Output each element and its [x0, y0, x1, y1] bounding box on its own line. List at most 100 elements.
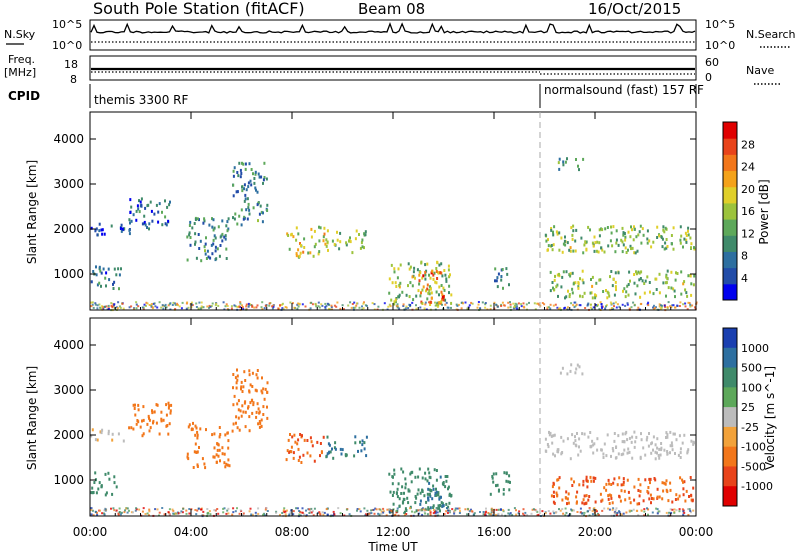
velocity-cell: [240, 385, 243, 389]
velocity-colorbar-swatch: [723, 466, 737, 487]
velocity-ground-scatter-cell: [248, 510, 251, 513]
velocity-cell: [650, 442, 653, 446]
power-cell: [191, 226, 194, 230]
power-cell: [299, 242, 301, 245]
power-colorbar-swatch: [723, 138, 737, 155]
power-cell: [254, 172, 257, 176]
velocity-cell: [404, 507, 407, 511]
velocity-cell: [255, 415, 258, 419]
power-cell: [123, 227, 126, 231]
power-ground-scatter-cell: [534, 308, 537, 311]
power-cell: [161, 223, 164, 227]
power-cell: [257, 219, 259, 223]
power-cell: [219, 235, 222, 239]
velocity-cell: [639, 455, 642, 459]
power-ground-scatter-cell: [405, 305, 408, 308]
velocity-cell: [365, 454, 368, 458]
power-cell: [409, 281, 412, 285]
power-cell: [326, 240, 329, 244]
power-cell: [622, 231, 625, 235]
velocity-cell: [557, 448, 560, 452]
power-cell: [429, 300, 432, 304]
power-ground-scatter-cell: [104, 305, 106, 308]
velocity-ground-scatter-cell: [643, 510, 646, 513]
velocity-cell: [329, 450, 332, 454]
power-cell: [196, 217, 199, 221]
velocity-cell: [642, 446, 645, 450]
power-cell: [364, 233, 367, 237]
velocity-cell: [427, 507, 430, 511]
velocity-ground-scatter-cell: [222, 507, 225, 510]
power-cell: [621, 226, 624, 230]
power-ground-scatter-cell: [145, 301, 148, 304]
velocity-cell: [679, 451, 682, 455]
velocity-ground-scatter-cell: [576, 511, 579, 513]
power-ground-scatter-cell: [342, 308, 345, 311]
power-cell: [287, 234, 290, 237]
power-cell: [101, 228, 104, 232]
power-cell: [627, 248, 629, 252]
power-ground-scatter-cell: [133, 308, 135, 311]
power-ground-scatter-cell: [486, 308, 489, 311]
velocity-ground-scatter-cell: [562, 512, 565, 515]
power-cell: [687, 226, 690, 230]
velocity-cell: [669, 451, 671, 455]
power-ground-scatter-cell: [658, 303, 661, 306]
power-ground-scatter-cell: [217, 304, 220, 307]
power-ground-scatter-cell: [96, 307, 99, 310]
power-ground-scatter-cell: [226, 305, 229, 307]
velocity-cell: [691, 499, 694, 503]
power-ground-scatter-cell: [444, 303, 447, 306]
velocity-ground-scatter-cell: [618, 510, 620, 513]
velocity-cell: [162, 418, 165, 422]
power-cell: [118, 287, 120, 291]
velocity-ground-scatter-cell: [526, 514, 529, 517]
power-cell: [552, 286, 554, 290]
power-ground-scatter-cell: [186, 301, 189, 304]
velocity-cell: [587, 435, 590, 439]
power-ground-scatter-cell: [237, 305, 240, 308]
velocity-cell: [428, 488, 431, 492]
velocity-cell: [444, 475, 447, 478]
power-cell: [302, 250, 305, 254]
velocity-ground-scatter-cell: [385, 514, 388, 517]
velocity-ground-scatter-cell: [405, 513, 408, 515]
power-cell: [611, 284, 614, 288]
power-cell: [581, 269, 584, 273]
power-ground-scatter-cell: [470, 301, 473, 304]
power-cell: [100, 284, 102, 288]
velocity-cell: [416, 492, 419, 496]
power-cell: [241, 189, 244, 193]
power-ground-scatter-cell: [462, 302, 464, 305]
power-cell: [629, 235, 632, 239]
power-ground-scatter-cell: [190, 301, 193, 304]
power-ground-scatter-cell: [652, 306, 654, 309]
velocity-cell: [407, 501, 410, 505]
velocity-ground-scatter-cell: [464, 508, 467, 511]
velocity-cell: [646, 489, 649, 493]
cpid-mode-0: themis 3300 RF: [94, 93, 188, 107]
power-cell: [413, 266, 416, 270]
cpid-panel: CPID themis 3300 RF normalsound (fast) 1…: [8, 83, 704, 108]
velocity-ground-scatter-cell: [446, 507, 448, 510]
power-cell: [656, 236, 659, 239]
power-cell: [636, 284, 639, 288]
velocity-cell: [578, 437, 581, 441]
velocity-cell: [313, 459, 316, 463]
power-cell: [326, 229, 329, 233]
velocity-ground-scatter-cell: [615, 507, 618, 510]
velocity-cell: [429, 476, 432, 480]
velocity-cell: [232, 386, 234, 390]
power-cell: [399, 281, 402, 285]
velocity-cell: [242, 410, 245, 414]
power-ground-scatter-cell: [509, 306, 512, 309]
velocity-cell: [628, 450, 631, 454]
power-y-tick-label: 2000: [53, 222, 84, 236]
velocity-ground-scatter-cell: [426, 508, 429, 511]
power-ground-scatter-cell: [479, 307, 482, 310]
power-cell: [405, 293, 408, 297]
velocity-cell: [398, 504, 401, 508]
velocity-cell: [326, 452, 329, 456]
power-cell: [614, 271, 617, 275]
